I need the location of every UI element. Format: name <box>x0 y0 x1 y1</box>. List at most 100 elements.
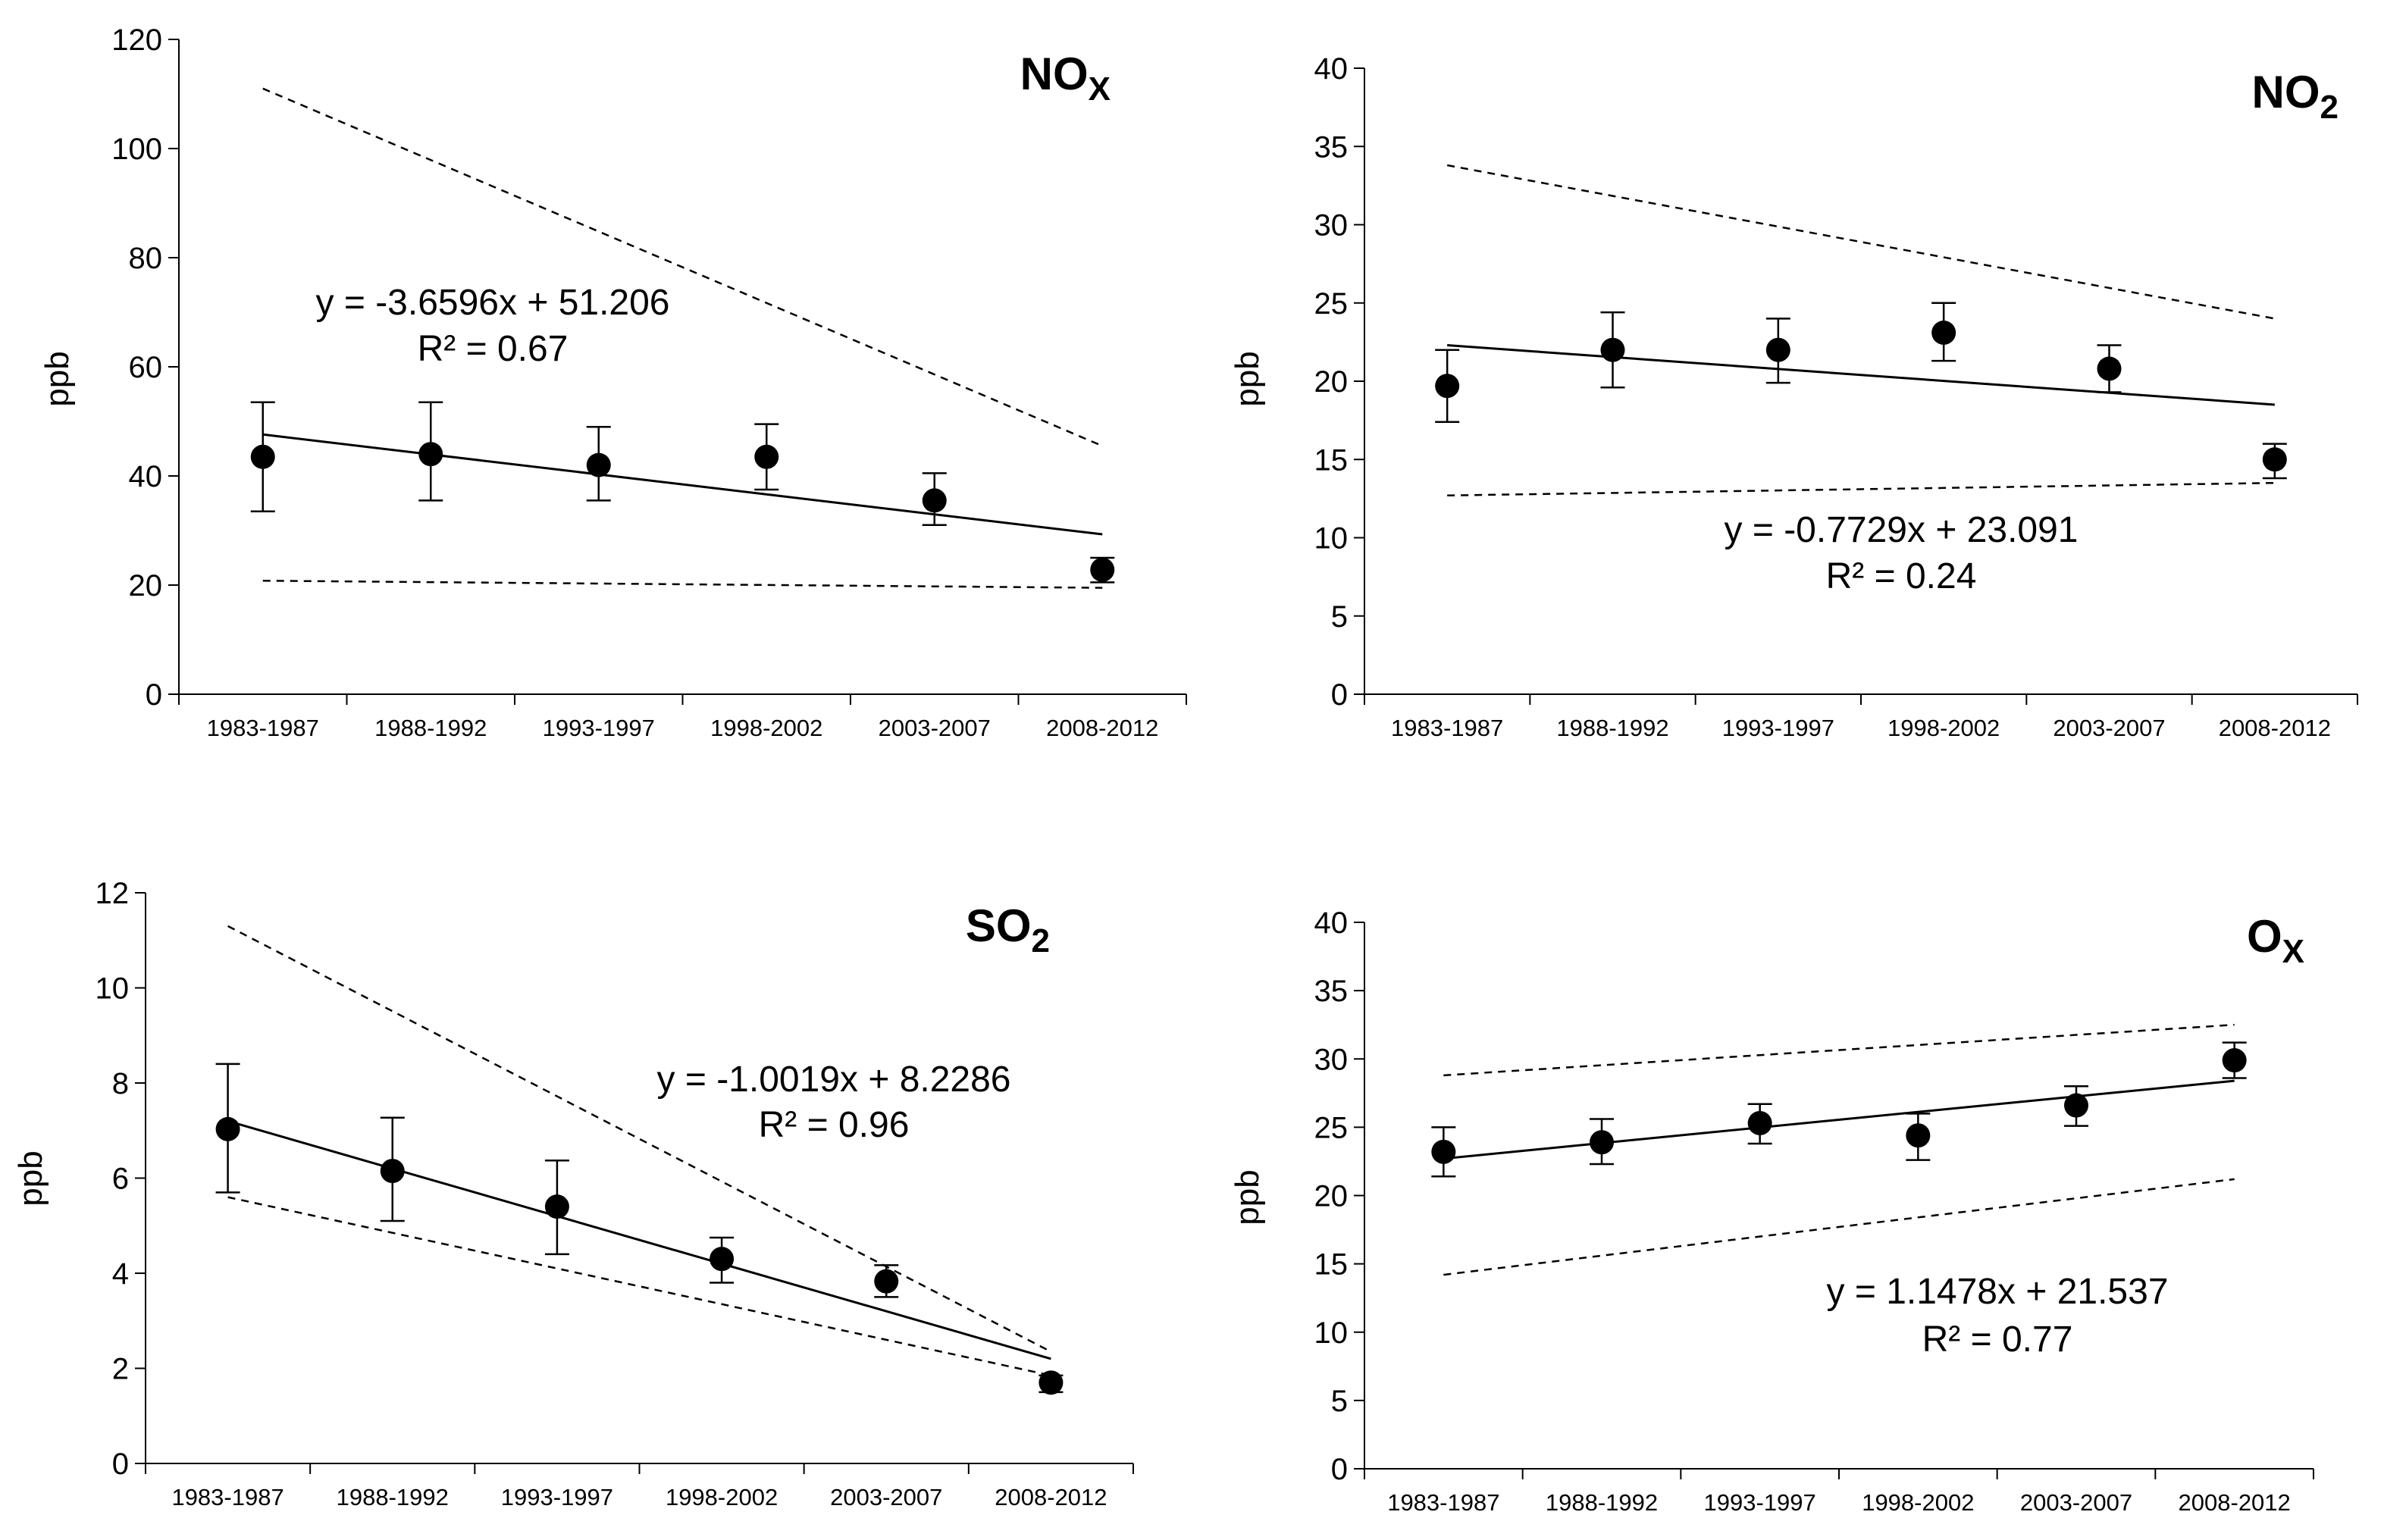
y-tick-label: 35 <box>1314 130 1349 164</box>
chart-panel-top-right: 0 5 10 15 20 25 30 35 40 1983-1987 1988-1992 1993-1… <box>1229 52 2358 741</box>
x-tick-label: 1998-2002 <box>710 715 822 741</box>
chart-title: OX <box>2247 911 2304 970</box>
trend-line <box>1443 1079 2235 1160</box>
chart-panel-bottom-right: 0 5 10 15 20 25 30 35 40 1983-1987 1988-1992 1993-1… <box>1229 906 2314 1516</box>
data-point <box>1435 374 1460 399</box>
x-tick-label: 1988-1992 <box>1556 715 1668 741</box>
data-point <box>418 442 443 467</box>
data-point <box>2262 447 2287 472</box>
y-axis-label: ppb <box>1229 351 1266 406</box>
data-point <box>2064 1093 2088 1118</box>
data-point <box>1747 1110 1772 1135</box>
data-point <box>586 452 611 477</box>
y-tick-label: 20 <box>129 569 163 603</box>
y-tick-label: 25 <box>1314 287 1349 321</box>
chart-title-subscript: X <box>2282 933 2304 970</box>
data-point <box>1590 1130 1614 1155</box>
y-tick-label: 30 <box>1314 1043 1349 1076</box>
chart-panel-bottom-left: 0 2 4 6 8 10 12 1983-1987 1988-1992 1993-1997 1998… <box>12 877 1134 1510</box>
y-tick-label: 15 <box>1314 1248 1349 1282</box>
y-tick-label: 5 <box>1331 600 1348 634</box>
y-tick-label: 2 <box>112 1353 129 1386</box>
x-tick-label: 2008-2012 <box>995 1484 1107 1510</box>
y-tick-label: 4 <box>112 1257 129 1291</box>
y-tick-label: 80 <box>129 242 163 275</box>
chart-title-main: SO <box>966 900 1032 951</box>
r-squared-label: R² = 0.67 <box>418 329 569 369</box>
chart-title-subscript: 2 <box>1032 922 1050 959</box>
regression-equation: y = -1.0019x + 8.2286 <box>656 1060 1010 1100</box>
y-tick-label: 20 <box>1314 365 1349 399</box>
y-axis-label: ppb <box>39 351 76 406</box>
x-tick-label: 1993-1997 <box>543 715 655 741</box>
data-point <box>922 488 947 513</box>
data-point <box>2222 1048 2247 1073</box>
x-tick-label: 1993-1997 <box>1722 715 1834 741</box>
x-tick-label: 2003-2007 <box>2020 1489 2132 1516</box>
y-tick-label: 0 <box>146 678 162 712</box>
x-tick-label: 1983-1987 <box>1391 715 1503 741</box>
chart-title: NOX <box>1020 49 1111 108</box>
y-tick-label: 40 <box>1314 52 1349 86</box>
y-tick-label: 15 <box>1314 443 1349 477</box>
data-point <box>1090 557 1115 582</box>
y-tick-label: 0 <box>1331 678 1348 712</box>
x-tick-label: 1983-1987 <box>1387 1489 1499 1516</box>
trend-line <box>1447 344 2275 406</box>
upper-dashed-line <box>1446 164 2276 320</box>
y-tick-label: 25 <box>1314 1111 1349 1144</box>
data-point <box>1431 1139 1456 1164</box>
x-tick-label: 1993-1997 <box>1704 1489 1816 1516</box>
r-squared-label: R² = 0.96 <box>759 1105 910 1145</box>
data-point <box>215 1116 240 1141</box>
chart-title: NO2 <box>2252 67 2339 126</box>
regression-equation: y = -3.6596x + 51.206 <box>315 283 669 323</box>
x-tick-label: 1988-1992 <box>374 715 487 741</box>
trend-line <box>227 1119 1051 1360</box>
x-tick-label: 2003-2007 <box>830 1484 942 1510</box>
x-tick-label: 2003-2007 <box>2053 715 2165 741</box>
x-tick-label: 2008-2012 <box>1046 715 1158 741</box>
y-tick-label: 5 <box>1331 1385 1348 1418</box>
regression-equation: y = 1.1478x + 21.537 <box>1826 1272 2168 1312</box>
y-tick-label: 40 <box>129 460 163 493</box>
chart-title: SO2 <box>966 900 1050 959</box>
data-point <box>2097 356 2122 381</box>
x-tick-label: 1998-2002 <box>666 1484 778 1510</box>
y-tick-label: 120 <box>111 23 162 57</box>
x-tick-label: 1988-1992 <box>337 1484 449 1510</box>
y-tick-label: 40 <box>1314 906 1349 940</box>
data-point <box>1600 337 1625 362</box>
chart-title-subscript: X <box>1089 70 1111 108</box>
y-tick-label: 6 <box>112 1163 129 1196</box>
chart-title-main: NO <box>2252 67 2320 117</box>
y-tick-label: 30 <box>1314 209 1349 243</box>
data-point <box>1765 337 1790 362</box>
data-point <box>1931 320 1956 345</box>
y-axis-label: ppb <box>1229 1169 1266 1225</box>
x-tick-label: 1993-1997 <box>501 1484 613 1510</box>
y-tick-label: 0 <box>112 1448 129 1481</box>
x-tick-label: 1983-1987 <box>207 715 319 741</box>
regression-equation: y = -0.7729x + 23.091 <box>1724 510 2078 550</box>
x-tick-label: 1988-1992 <box>1546 1489 1658 1516</box>
y-tick-label: 100 <box>111 133 162 166</box>
chart-title-subscript: 2 <box>2320 89 2339 126</box>
x-tick-label: 1998-2002 <box>1887 715 2000 741</box>
y-tick-label: 10 <box>96 972 130 1006</box>
data-point <box>1038 1370 1064 1395</box>
y-tick-label: 8 <box>112 1067 129 1100</box>
data-point <box>1906 1123 1931 1148</box>
upper-dashed-line <box>262 87 1103 447</box>
data-point <box>380 1159 405 1184</box>
r-squared-label: R² = 0.77 <box>1922 1319 2073 1360</box>
trend-line <box>262 433 1103 536</box>
y-tick-label: 10 <box>1314 1316 1349 1350</box>
x-tick-label: 2008-2012 <box>2219 715 2331 741</box>
lower-dashed-line <box>262 579 1103 589</box>
y-tick-label: 20 <box>1314 1180 1349 1213</box>
lower-dashed-line <box>1447 481 2275 496</box>
y-tick-label: 12 <box>96 877 130 910</box>
y-tick-label: 60 <box>129 351 163 384</box>
